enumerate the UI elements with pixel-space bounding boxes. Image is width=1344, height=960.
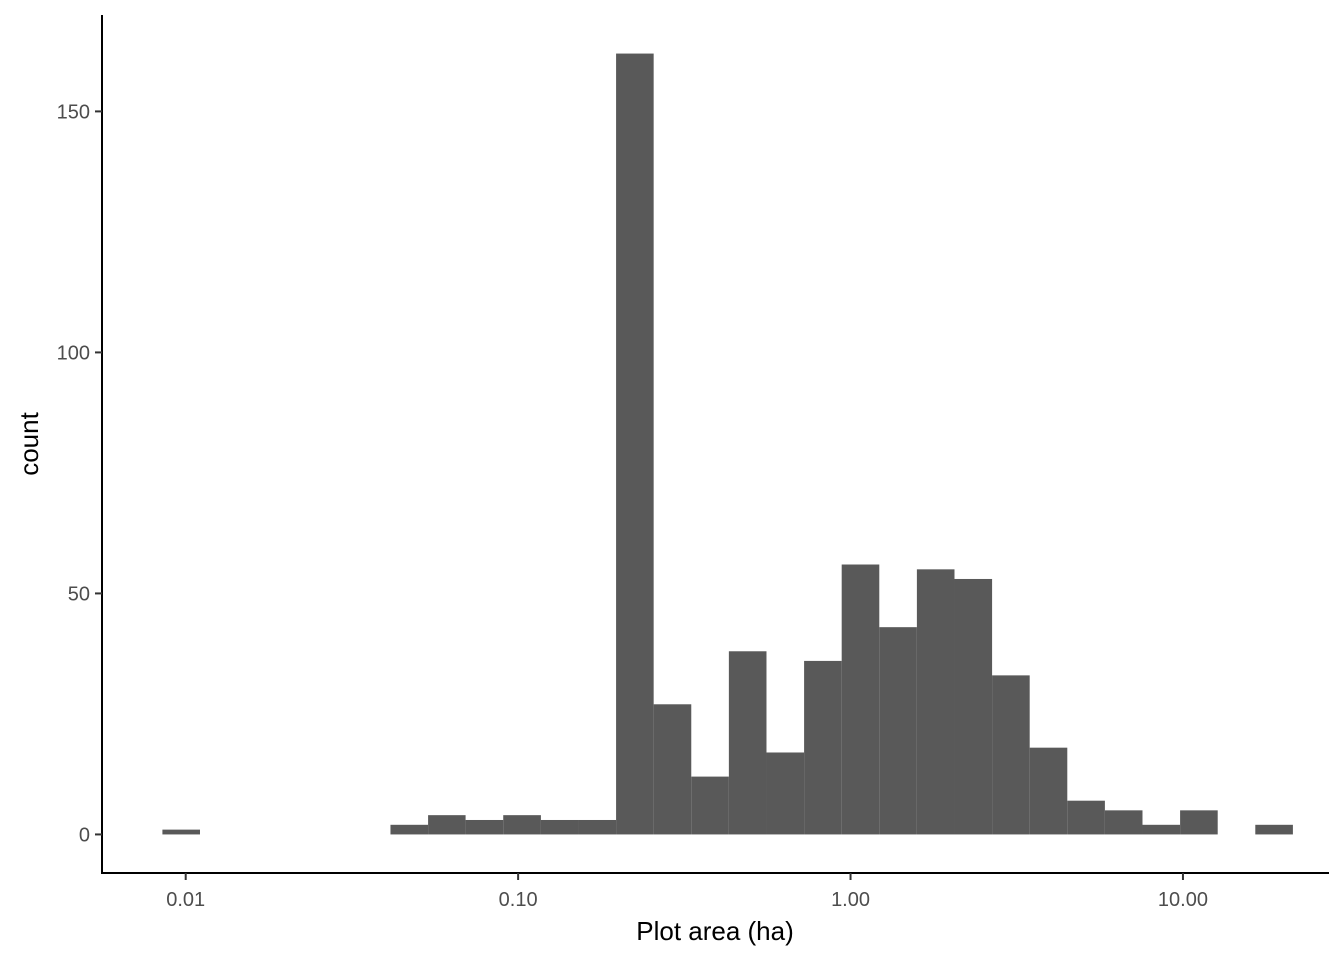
x-ticks: 0.01 0.10 1.00 10.00: [166, 873, 1208, 911]
histogram-bar: [916, 569, 955, 835]
histogram-bar: [162, 829, 200, 835]
y-tick-label: 150: [57, 101, 90, 123]
histogram-bar: [954, 578, 993, 835]
y-axis-title: count: [14, 411, 44, 475]
histogram-bar: [390, 824, 429, 835]
histogram-bar: [879, 627, 917, 835]
x-tick-label: 0.01: [166, 889, 205, 911]
histogram-bar: [1029, 747, 1068, 835]
y-tick-label: 100: [57, 342, 90, 364]
histogram-bar: [1067, 800, 1105, 835]
histogram-bar: [728, 651, 767, 835]
histogram-bar: [465, 819, 504, 835]
histogram-bar: [653, 704, 692, 835]
y-tick-label: 50: [68, 583, 90, 605]
histogram-bar: [1180, 810, 1218, 835]
x-axis-title: Plot area (ha): [636, 916, 794, 946]
x-tick-label: 0.10: [499, 889, 538, 911]
y-tick-label: 0: [79, 824, 90, 846]
bars-group: [162, 53, 1293, 835]
histogram-bar: [804, 660, 842, 835]
x-tick-label: 10.00: [1158, 889, 1208, 911]
x-axis: 0.01 0.10 1.00 10.00: [101, 872, 1329, 911]
histogram-bar: [1255, 824, 1293, 835]
x-tick-label: 1.00: [831, 889, 870, 911]
histogram-bar: [992, 675, 1030, 835]
histogram-bar: [616, 53, 654, 835]
histogram-bar: [1104, 810, 1143, 835]
y-ticks: 0 50 100 150: [57, 101, 102, 846]
histogram-bar: [1142, 824, 1181, 835]
histogram-bar: [691, 776, 729, 835]
histogram-bar: [578, 819, 617, 835]
y-axis: 0 50 100 150: [57, 15, 103, 873]
histogram-bar: [766, 752, 805, 835]
histogram-bar: [428, 815, 466, 835]
histogram-bar: [503, 815, 541, 835]
histogram-bar: [841, 564, 880, 835]
histogram-bar: [540, 819, 579, 835]
